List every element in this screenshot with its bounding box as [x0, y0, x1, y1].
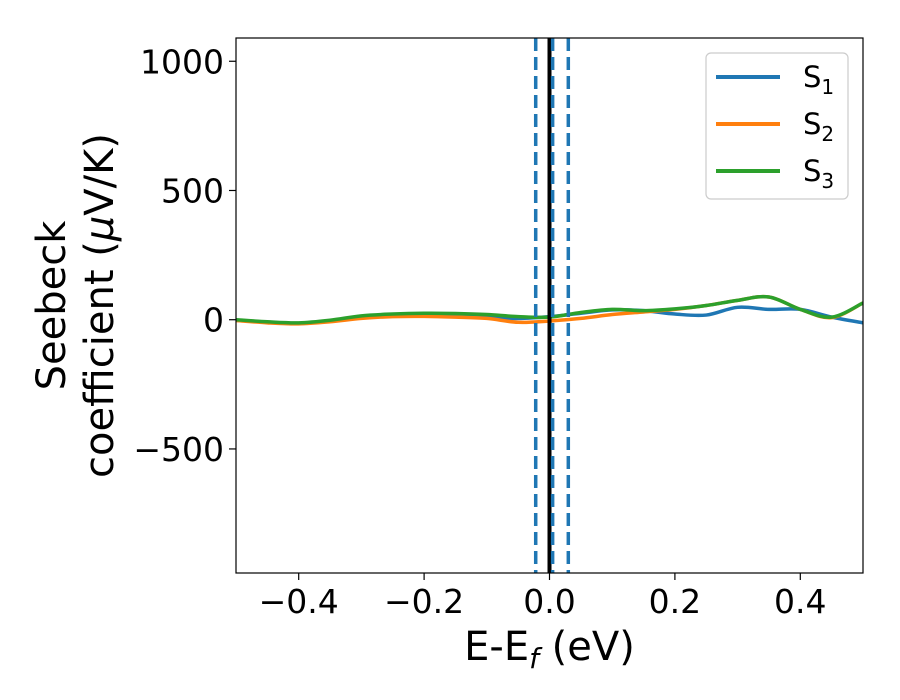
y-tick-label: −500 [133, 430, 224, 469]
plot-area [236, 38, 863, 573]
axes: −0.4 −0.2 0.0 0.2 0.4 −500 0 500 1000 E-Ef (eV) Se… [29, 37, 864, 675]
x-tick-label: 0.2 [649, 582, 701, 621]
plot-inner [236, 38, 863, 573]
legend: S1 S2 S3 [705, 52, 849, 200]
y-tick-label: 1000 [140, 42, 224, 81]
x-axis-label: E-Ef (eV) [464, 624, 635, 675]
y-axis-label-line1: Seebeck [29, 220, 75, 391]
legend-label-s2: S2 [803, 107, 834, 146]
legend-label-s3: S3 [803, 154, 834, 193]
y-axis-label-line2: coefficient (μV/K) [77, 133, 123, 478]
x-tick-label: 0.4 [774, 582, 826, 621]
legend-label-s1: S1 [803, 60, 834, 99]
x-tick-label: −0.4 [259, 582, 339, 621]
x-tick-label: −0.2 [384, 582, 464, 621]
x-tick-label: 0.0 [523, 582, 575, 621]
y-tick-label: 0 [203, 301, 224, 340]
y-tick-label: 500 [161, 171, 224, 210]
